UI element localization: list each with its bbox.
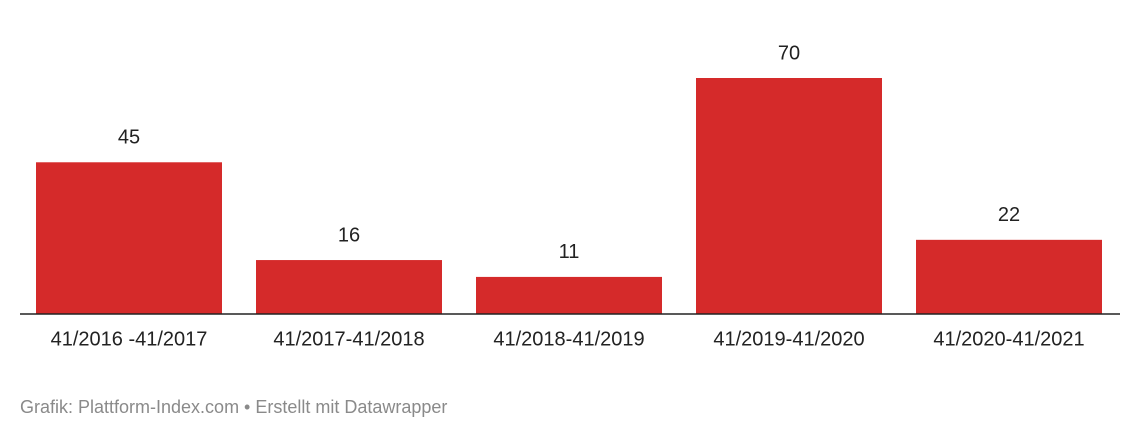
bar xyxy=(696,78,882,314)
x-tick-label: 41/2016 -41/2017 xyxy=(51,328,208,350)
x-tick-label: 41/2018-41/2019 xyxy=(493,328,644,350)
bar xyxy=(476,276,662,314)
value-label: 70 xyxy=(778,42,800,64)
value-label: 45 xyxy=(118,127,140,149)
value-label: 11 xyxy=(559,241,580,263)
value-label: 22 xyxy=(998,204,1020,226)
bar xyxy=(36,162,222,314)
x-tick-label: 41/2020-41/2021 xyxy=(933,328,1084,350)
x-tick-label: 41/2017-41/2018 xyxy=(273,328,424,350)
source-note: Grafik: Plattform-Index.com • Erstellt m… xyxy=(20,397,447,417)
bar xyxy=(256,260,442,314)
x-tick-label: 41/2019-41/2020 xyxy=(713,328,864,350)
value-label: 16 xyxy=(338,224,360,246)
bar xyxy=(916,239,1102,314)
